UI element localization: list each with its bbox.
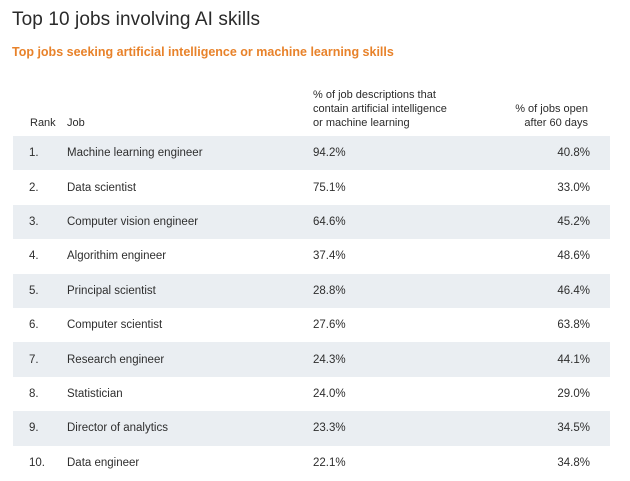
- table-row: 9. Director of analytics 23.3% 34.5%: [13, 411, 610, 446]
- table-row: 7. Research engineer 24.3% 44.1%: [13, 342, 610, 377]
- cell-job: Statistician: [67, 387, 123, 400]
- cell-rank: 10.: [29, 456, 45, 469]
- header-pct-open: % of jobs open after 60 days: [515, 102, 588, 130]
- cell-pct-open: 40.8%: [557, 147, 590, 160]
- table-row: 10. Data engineer 22.1% 34.8%: [13, 446, 610, 480]
- cell-pct-ai: 75.1%: [313, 181, 346, 194]
- table-row: 4. Algorithim engineer 37.4% 48.6%: [13, 239, 610, 273]
- cell-rank: 4.: [29, 250, 39, 263]
- cell-rank: 3.: [29, 215, 39, 228]
- cell-pct-open: 44.1%: [557, 353, 590, 366]
- cell-rank: 7.: [29, 353, 39, 366]
- cell-rank: 6.: [29, 319, 39, 332]
- cell-pct-open: 34.8%: [557, 456, 590, 469]
- cell-job: Director of analytics: [67, 422, 168, 435]
- header-pct-line1: % of job descriptions that: [313, 89, 436, 101]
- header-open-line1: % of jobs open: [515, 103, 588, 115]
- cell-pct-ai: 22.1%: [313, 456, 346, 469]
- cell-rank: 5.: [29, 284, 39, 297]
- cell-pct-ai: 24.0%: [313, 387, 346, 400]
- cell-pct-ai: 94.2%: [313, 147, 346, 160]
- table-header: Rank Job % of job descriptions that cont…: [0, 88, 630, 130]
- cell-pct-open: 48.6%: [557, 250, 590, 263]
- cell-job: Algorithim engineer: [67, 250, 167, 263]
- cell-pct-open: 29.0%: [557, 387, 590, 400]
- cell-pct-ai: 64.6%: [313, 215, 346, 228]
- table-row: 3. Computer vision engineer 64.6% 45.2%: [13, 204, 610, 240]
- table-row: 8. Statistician 24.0% 29.0%: [13, 377, 610, 411]
- page-subtitle: Top jobs seeking artificial intelligence…: [12, 45, 394, 59]
- cell-pct-open: 63.8%: [557, 319, 590, 332]
- cell-pct-open: 46.4%: [557, 284, 590, 297]
- header-rank: Rank: [30, 117, 56, 129]
- table-row: 2. Data scientist 75.1% 33.0%: [13, 170, 610, 204]
- table-row: 5. Principal scientist 28.8% 46.4%: [13, 273, 610, 308]
- cell-job: Computer vision engineer: [67, 215, 199, 228]
- cell-job: Data scientist: [67, 181, 137, 194]
- cell-pct-ai: 24.3%: [313, 353, 346, 366]
- header-open-line2: after 60 days: [524, 117, 588, 129]
- cell-pct-ai: 23.3%: [313, 422, 346, 435]
- cell-rank: 1.: [29, 147, 39, 160]
- header-pct-ai: % of job descriptions that contain artif…: [313, 88, 447, 130]
- table-row: 1. Machine learning engineer 94.2% 40.8%: [13, 136, 610, 171]
- cell-rank: 8.: [29, 387, 39, 400]
- cell-pct-open: 45.2%: [557, 215, 590, 228]
- header-pct-line3: or machine learning: [313, 117, 410, 129]
- cell-job: Machine learning engineer: [67, 147, 203, 160]
- cell-pct-open: 34.5%: [557, 422, 590, 435]
- table-row: 6. Computer scientist 27.6% 63.8%: [13, 308, 610, 342]
- cell-job: Data engineer: [67, 456, 140, 469]
- cell-job: Computer scientist: [67, 319, 163, 332]
- cell-rank: 2.: [29, 181, 39, 194]
- table-body: 1. Machine learning engineer 94.2% 40.8% 2. D…: [13, 136, 610, 480]
- page-title: Top 10 jobs involving AI skills: [12, 9, 261, 30]
- cell-rank: 9.: [29, 422, 39, 435]
- cell-pct-ai: 37.4%: [313, 250, 346, 263]
- cell-pct-ai: 28.8%: [313, 284, 346, 297]
- cell-job: Principal scientist: [67, 284, 156, 297]
- header-job: Job: [67, 117, 85, 129]
- cell-job: Research engineer: [67, 353, 165, 366]
- cell-pct-ai: 27.6%: [313, 319, 346, 332]
- cell-pct-open: 33.0%: [557, 181, 590, 194]
- header-pct-line2: contain artificial intelligence: [313, 103, 447, 115]
